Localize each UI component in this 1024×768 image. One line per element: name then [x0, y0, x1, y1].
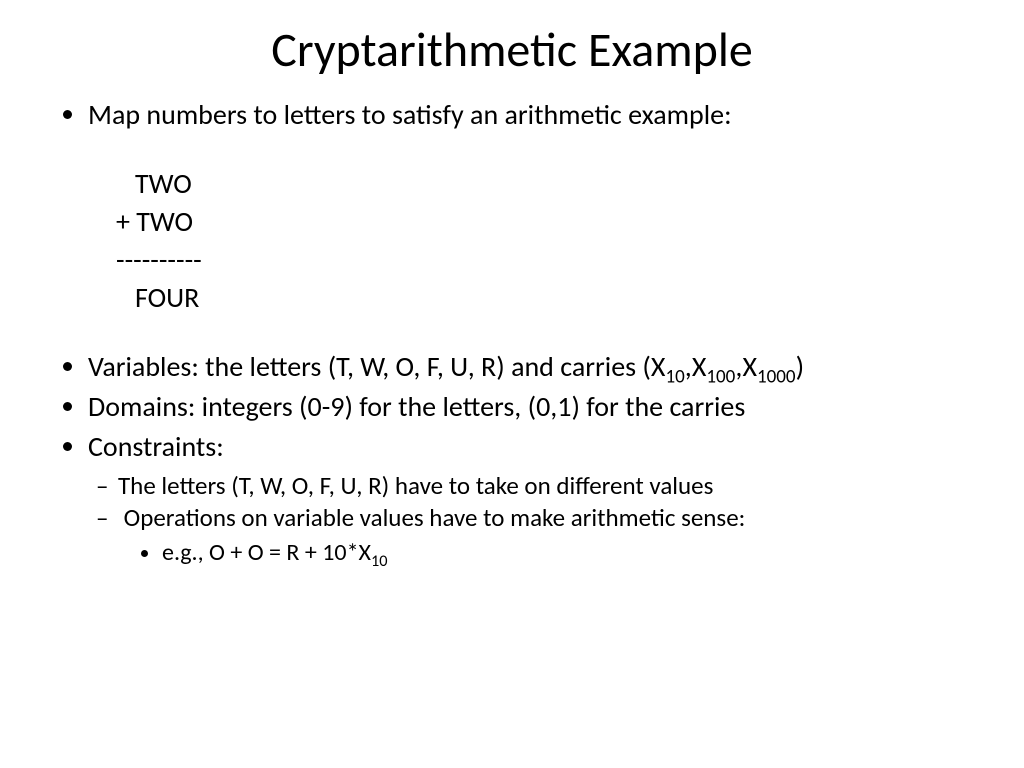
constraint-a: The letters (T, W, O, F, U, R) have to t…: [118, 470, 994, 503]
constraint-example-list: e.g., O + O = R + 10*X10: [118, 537, 994, 568]
slide: Cryptarithmetic Example Map numbers to l…: [0, 0, 1024, 768]
constraint-example: e.g., O + O = R + 10*X10: [162, 537, 994, 568]
variables-sub2: 100: [706, 365, 735, 388]
example-line-4: FOUR: [116, 279, 994, 317]
variables-sub3: 1000: [757, 365, 796, 388]
variables-sub1: 10: [665, 365, 684, 388]
bullet-constraints: Constraints: The letters (T, W, O, F, U,…: [88, 429, 994, 568]
bullet-list: Map numbers to letters to satisfy an ari…: [30, 97, 994, 568]
example-line-3: ----------: [116, 241, 994, 279]
variables-m1: ,X: [685, 349, 707, 384]
bullet-intro: Map numbers to letters to satisfy an ari…: [88, 97, 994, 317]
bullet-intro-text: Map numbers to letters to satisfy an ari…: [88, 97, 732, 132]
slide-title: Cryptarithmetic Example: [30, 20, 994, 79]
bullet-domains: Domains: integers (0-9) for the letters,…: [88, 389, 994, 425]
example-line-1: TWO: [116, 165, 994, 203]
constraint-eg-sub: 10: [371, 551, 388, 571]
constraint-eg-pre: e.g., O + O = R + 10*X: [162, 538, 371, 567]
constraint-b: Operations on variable values have to ma…: [118, 502, 994, 568]
constraints-label: Constraints:: [88, 429, 224, 464]
variables-post: ): [796, 349, 805, 384]
variables-pre: Variables: the letters (T, W, O, F, U, R…: [88, 349, 665, 384]
bullet-variables: Variables: the letters (T, W, O, F, U, R…: [88, 349, 994, 385]
example-line-2: + TWO: [116, 203, 994, 241]
constraint-b-text: Operations on variable values have to ma…: [124, 502, 746, 533]
constraints-sublist: The letters (T, W, O, F, U, R) have to t…: [88, 470, 994, 568]
variables-m2: ,X: [735, 349, 757, 384]
example-block: TWO + TWO ---------- FOUR: [88, 165, 994, 316]
